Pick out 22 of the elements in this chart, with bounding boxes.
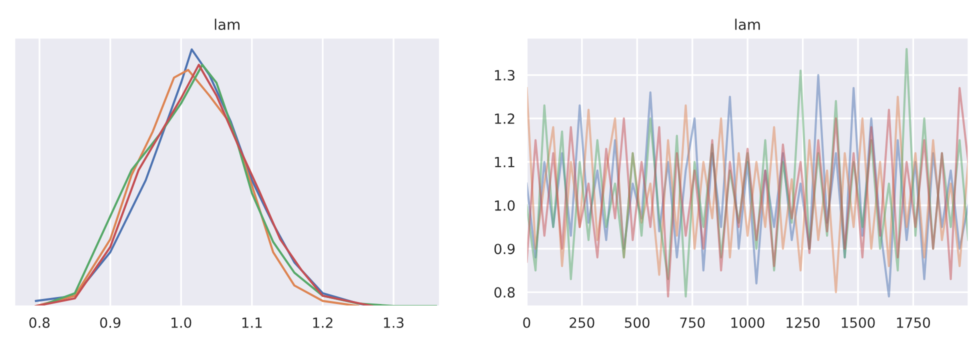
y-tick-label: 0.9 xyxy=(494,244,515,254)
x-tick-label: 1250 xyxy=(786,317,820,328)
x-tick-label: 1000 xyxy=(731,317,764,328)
x-tick-label: 0 xyxy=(523,317,530,328)
x-tick-label: 750 xyxy=(680,317,705,328)
x-tick-label: 1.2 xyxy=(313,317,332,328)
x-tick-label: 0.9 xyxy=(100,317,120,328)
x-tick-label: 1.0 xyxy=(172,317,192,328)
chart-title: lam xyxy=(735,18,760,30)
y-tick-label: 1.0 xyxy=(495,200,515,211)
x-tick-label: 1.3 xyxy=(384,317,404,328)
x-tick-label: 250 xyxy=(570,317,594,328)
chart-title: lam xyxy=(214,18,240,30)
y-tick-label: 1.3 xyxy=(495,70,514,81)
x-tick-label: 1500 xyxy=(842,317,875,328)
y-tick-label: 1.2 xyxy=(495,113,514,124)
x-tick-label: 1.1 xyxy=(242,318,262,328)
y-tick-label: 1.1 xyxy=(495,157,514,168)
x-tick-label: 1750 xyxy=(897,317,930,328)
x-tick-label: 0.8 xyxy=(29,317,50,328)
x-tick-label: 500 xyxy=(624,317,650,328)
y-tick-label: 0.8 xyxy=(494,287,515,298)
